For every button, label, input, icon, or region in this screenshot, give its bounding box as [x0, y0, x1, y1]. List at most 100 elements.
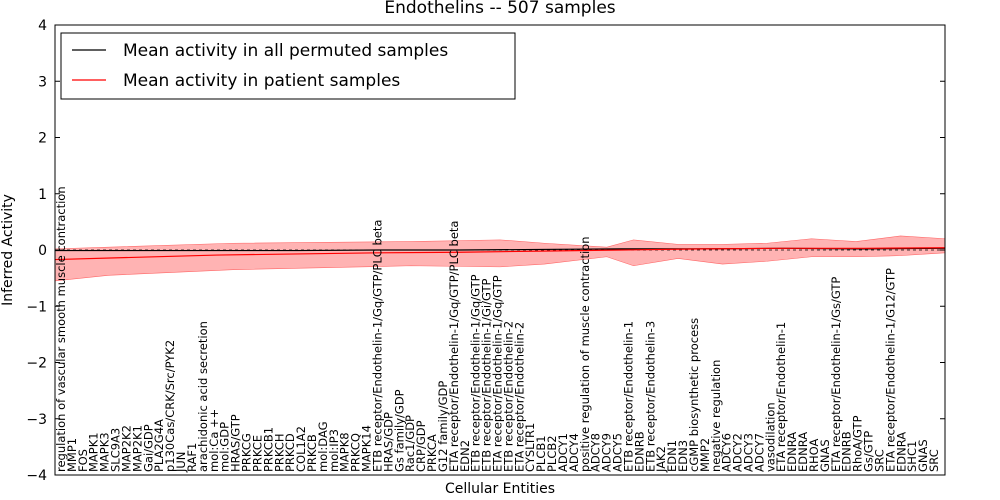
- entity-label: EDNRA: [894, 432, 908, 472]
- y-tick-label: 0: [38, 243, 47, 259]
- entity-label: SRC: [872, 449, 886, 472]
- entity-label: negative regulation: [709, 360, 723, 472]
- entity-label: MAPK8: [338, 432, 352, 472]
- entity-label: PLA2G4A: [152, 419, 166, 472]
- entity-label: HRAS/GDP: [381, 412, 395, 472]
- entity-label: PRKCB: [305, 434, 319, 472]
- entity-label: EDNRB: [840, 431, 854, 472]
- entity-label: mol:GDP: [218, 422, 232, 472]
- entity-label: CYSLTR1: [523, 423, 537, 472]
- entity-label: MAPK14: [360, 425, 374, 472]
- y-tick-label: −3: [26, 412, 47, 428]
- entity-label: ETB receptor/Endothelin-1/Gq/GTP: [469, 274, 483, 472]
- entity-label: Gs/GTP: [862, 431, 876, 472]
- entity-label: Gai/GDP: [141, 424, 155, 472]
- legend: Mean activity in all permuted samples Me…: [60, 32, 516, 100]
- chart-title: Endothelins -- 507 samples: [384, 0, 615, 18]
- entity-label: ETB receptor/Endothelin-1: [621, 321, 635, 472]
- entity-label: ADCY1: [556, 433, 570, 472]
- entity-label: MAPK3: [98, 432, 112, 472]
- y-tick-label: −2: [26, 356, 47, 372]
- entity-label: RHOA: [807, 439, 821, 472]
- entity-label: FOS: [76, 449, 90, 472]
- legend-box: [60, 32, 516, 100]
- plot-frame: [54, 24, 946, 476]
- entity-label: PRKCE: [250, 435, 264, 472]
- entity-label: mol:DAG: [316, 421, 330, 472]
- entity-label: Rac1/GDP: [403, 415, 417, 472]
- entity-label: mol:IP3: [327, 429, 341, 472]
- entity-label: PLCB1: [534, 435, 548, 472]
- entity-label: RhoA/GTP: [851, 415, 865, 472]
- entity-label: positive regulation of muscle contractio…: [578, 236, 592, 472]
- entity-label: ADCY4: [567, 433, 581, 472]
- entity-label: EDNRA: [796, 432, 810, 472]
- entity-label: GNAS: [916, 439, 930, 472]
- entity-label: ADCY7: [752, 433, 766, 472]
- entity-label: SHC1: [905, 441, 919, 472]
- entity-label: ETA receptor/Endothelin-1/Gq/GTP: [491, 275, 505, 472]
- entity-label: ADCY5: [611, 433, 625, 472]
- entity-label: EDNRB: [632, 431, 646, 472]
- entity-label: MAPK1: [87, 432, 101, 472]
- y-tick-label: −4: [26, 468, 47, 484]
- entity-label: ETB receptor/Endothelin-1/Gq/GTP/PLC bet…: [370, 220, 384, 472]
- entity-label: SRC: [927, 449, 941, 472]
- entity-label: PLCB2: [545, 435, 559, 472]
- y-tick-label: 4: [38, 18, 47, 34]
- y-tick-label: 1: [38, 187, 47, 203]
- series-line-patient: [54, 247, 946, 261]
- entity-label: PRKCA: [425, 434, 439, 472]
- entity-label: MAP2K1: [130, 425, 144, 472]
- entity-label: ADCY8: [589, 433, 603, 472]
- entity-label: RAF1: [185, 443, 199, 472]
- entity-label: G12 family/GDP: [436, 381, 450, 472]
- entity-label: mol:Ca ++: [207, 409, 221, 472]
- entity-label: JAK2: [654, 446, 668, 473]
- entity-label: ADCY2: [731, 433, 745, 472]
- series-group: [54, 247, 946, 261]
- y-axis-ticks: 4 3 2 1 0 −1 −2 −3 −4: [26, 18, 945, 484]
- entity-label: PRKCD: [283, 433, 297, 472]
- entity-label: CRP/GDP: [414, 420, 428, 472]
- entity-label: EDN2: [458, 440, 472, 472]
- entity-label: SLC9A3: [109, 428, 123, 472]
- entity-label: ADCY6: [720, 433, 734, 472]
- entity-label: ADCY9: [600, 433, 614, 472]
- entity-label: PRKCQ: [349, 433, 363, 472]
- legend-label-patient: Mean activity in patient samples: [123, 71, 400, 91]
- entity-label: vasodilation: [763, 402, 777, 472]
- legend-label-permuted: Mean activity in all permuted samples: [123, 41, 448, 61]
- entity-label: regulation of vascular smooth muscle con…: [54, 186, 68, 472]
- y-tick-label: 2: [38, 131, 47, 147]
- x-axis-label: Cellular Entities: [445, 481, 555, 497]
- entity-label: ETB receptor/Endothelin-1/Gi/GTP: [480, 278, 494, 472]
- entity-label: ADCY3: [741, 433, 755, 472]
- entity-label: ETA receptor/Endothelin-1: [774, 322, 788, 472]
- entity-label: JUN: [174, 452, 188, 473]
- entity-label: PRKCG: [240, 433, 254, 472]
- entity-label: ETA receptor/Endothelin-1/Gq/GTP/PLC bet…: [447, 221, 461, 472]
- entity-label: ETA receptor/Endothelin-1/G12/GTP: [883, 268, 897, 472]
- y-tick-label: 3: [38, 74, 47, 90]
- entity-label: PRKCB1: [261, 427, 275, 472]
- entity-label: ETA receptor/Endothelin-2: [512, 322, 526, 472]
- entity-label: cGMP biosynthetic process: [687, 318, 701, 472]
- entity-label: Gs family/GDP: [392, 389, 406, 472]
- entity-label: ETA receptor/Endothelin-1/Gs/GTP: [829, 277, 843, 472]
- y-axis-label: Inferred Activity: [0, 194, 16, 306]
- entity-labels: regulation of vascular smooth muscle con…: [54, 186, 941, 473]
- entity-label: EDNRA: [785, 432, 799, 472]
- entity-label: MMP1: [65, 438, 79, 472]
- entity-label: EDN3: [676, 440, 690, 472]
- entity-label: EDN1: [665, 440, 679, 472]
- entity-label: HRAS/GTP: [229, 414, 243, 472]
- entity-label: ETB receptor/Endothelin-2: [501, 321, 515, 472]
- entity-label: MMP2: [698, 438, 712, 472]
- entity-label: p130Cas/CRK/Src/PYK2: [163, 340, 177, 472]
- entity-label: arachidonic acid secretion: [196, 321, 210, 472]
- entity-label: MAP2K2: [119, 425, 133, 472]
- y-tick-label: −1: [26, 299, 47, 315]
- entity-label: GNAS: [818, 439, 832, 472]
